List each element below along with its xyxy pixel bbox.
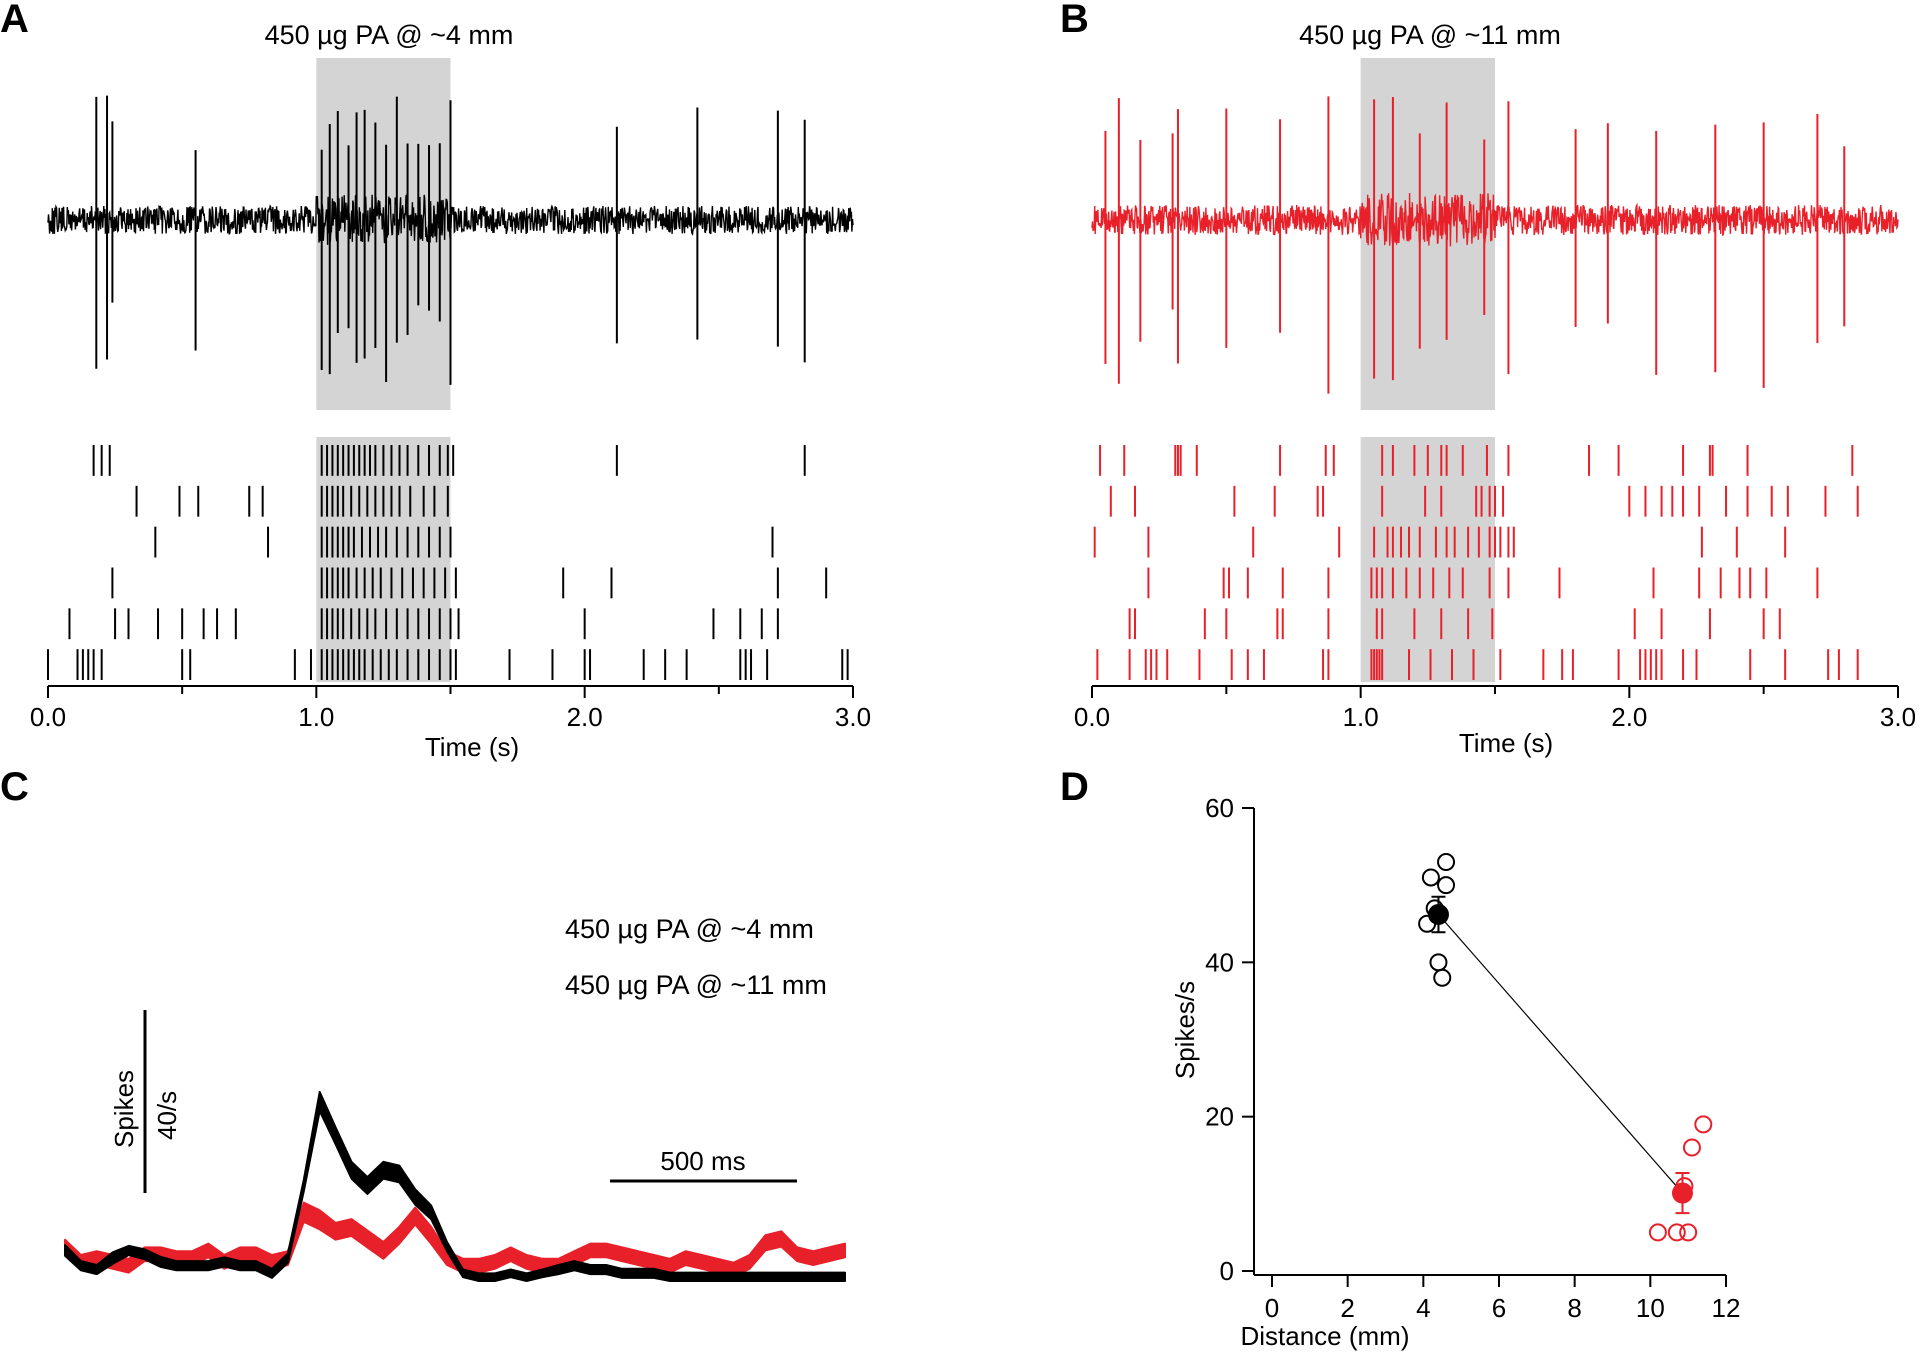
x-tick-label: 2.0 bbox=[567, 702, 603, 732]
mean-4mm bbox=[1427, 903, 1449, 925]
mean-connector bbox=[1438, 914, 1683, 1194]
point-11mm bbox=[1682, 1138, 1701, 1157]
x-tick-label: 4 bbox=[1416, 1293, 1430, 1323]
y-tick-label: 20 bbox=[1205, 1102, 1234, 1132]
y-tick-label: 40 bbox=[1205, 947, 1234, 977]
x-tick-label: 10 bbox=[1636, 1293, 1665, 1323]
psth-bands bbox=[64, 1090, 846, 1282]
panel-c: 450 µg PA @ ~4 mm 450 µg PA @ ~11 mm Spi… bbox=[64, 914, 846, 1282]
panel-letter-d: D bbox=[1060, 765, 1089, 809]
x-tick-label: 2.0 bbox=[1611, 702, 1647, 732]
mean-11mm bbox=[1671, 1182, 1693, 1204]
y-tick-label: 0 bbox=[1220, 1256, 1234, 1286]
x-scale-label: 500 ms bbox=[660, 1146, 745, 1176]
point-11mm bbox=[1694, 1115, 1713, 1134]
panel-letter-a: A bbox=[0, 0, 29, 41]
point-11mm bbox=[1679, 1223, 1698, 1242]
time-axis: 0.0 1.0 2.0 3.0 bbox=[30, 685, 871, 732]
point-4mm bbox=[1421, 868, 1440, 887]
x-tick-label: 0.0 bbox=[1074, 702, 1110, 732]
panel-a: 450 µg PA @ ~4 mm 0.0 1.0 2.0 3.0 Time (s) bbox=[30, 20, 871, 762]
x-tick-label: 12 bbox=[1712, 1293, 1741, 1323]
scatter-axes: 0 2 4 6 8 10 12 0 20 40 60 bbox=[1205, 793, 1740, 1323]
spike-raster bbox=[1093, 445, 1859, 680]
point-4mm bbox=[1433, 968, 1452, 987]
x-tick-label: 2 bbox=[1340, 1293, 1354, 1323]
y-scale-label-rate: 40/s bbox=[152, 1091, 182, 1140]
voltage-trace bbox=[1091, 96, 1899, 394]
stimulus-window-raster bbox=[316, 437, 451, 682]
point-11mm bbox=[1648, 1223, 1667, 1242]
panel-a-title: 450 µg PA @ ~4 mm bbox=[265, 20, 514, 50]
spike-raster bbox=[47, 445, 849, 680]
psth-band-11mm bbox=[64, 1201, 846, 1278]
legend-entry-4mm: 450 µg PA @ ~4 mm bbox=[565, 914, 814, 944]
y-tick-label: 60 bbox=[1205, 793, 1234, 823]
point-4mm bbox=[1437, 853, 1456, 872]
panel-b-title: 450 µg PA @ ~11 mm bbox=[1299, 20, 1561, 50]
panel-letter-c: C bbox=[0, 765, 29, 809]
panel-d-xlabel: Distance (mm) bbox=[1240, 1321, 1409, 1351]
y-scale-label-spikes: Spikes bbox=[109, 1070, 139, 1148]
point-4mm bbox=[1429, 953, 1448, 972]
time-axis: 0.0 1.0 2.0 3.0 bbox=[1074, 685, 1916, 732]
x-tick-label: 0.0 bbox=[30, 702, 66, 732]
panel-b-xlabel: Time (s) bbox=[1459, 728, 1553, 758]
voltage-trace bbox=[47, 95, 854, 385]
x-tick-label: 3.0 bbox=[835, 702, 871, 732]
psth-band-4mm bbox=[64, 1090, 846, 1282]
panel-letter-b: B bbox=[1060, 0, 1089, 41]
x-tick-label: 0 bbox=[1265, 1293, 1279, 1323]
x-tick-label: 1.0 bbox=[298, 702, 334, 732]
panel-b: 450 µg PA @ ~11 mm 0.0 1.0 2.0 3.0 Time (s) bbox=[1074, 20, 1916, 758]
point-4mm bbox=[1437, 876, 1456, 895]
point-11mm bbox=[1667, 1223, 1686, 1242]
panel-d: 0 2 4 6 8 10 12 0 20 40 60 Distance (mm) Spikes/s bbox=[1170, 793, 1740, 1351]
x-tick-label: 1.0 bbox=[1343, 702, 1379, 732]
panel-a-xlabel: Time (s) bbox=[425, 732, 519, 762]
stimulus-window-raster bbox=[1360, 437, 1495, 682]
x-tick-label: 8 bbox=[1567, 1293, 1581, 1323]
panel-d-ylabel: Spikes/s bbox=[1170, 981, 1200, 1079]
x-tick-label: 3.0 bbox=[1880, 702, 1916, 732]
legend-entry-11mm: 450 µg PA @ ~11 mm bbox=[565, 970, 827, 1000]
x-tick-label: 6 bbox=[1492, 1293, 1506, 1323]
scatter-points bbox=[1418, 853, 1713, 1242]
